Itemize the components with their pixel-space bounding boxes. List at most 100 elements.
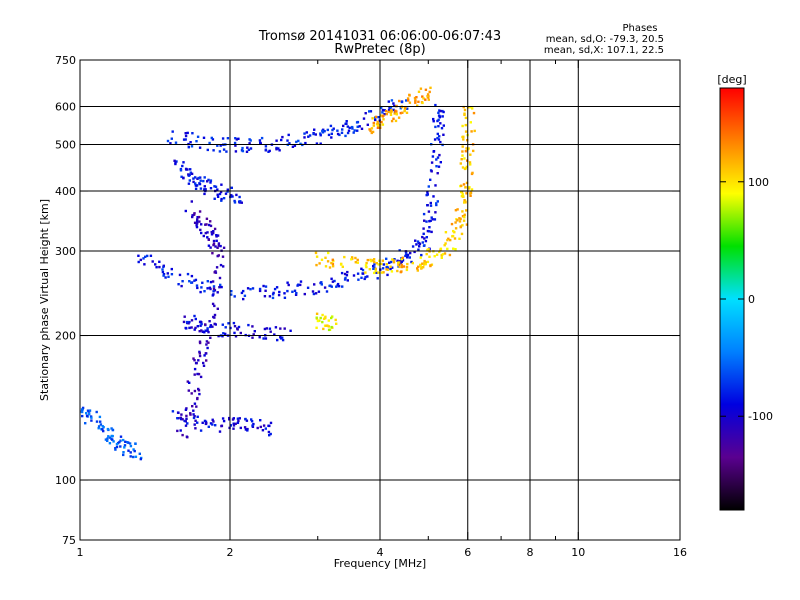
data-point — [333, 279, 336, 283]
data-point — [265, 327, 268, 330]
data-point — [232, 321, 236, 325]
data-point — [182, 138, 186, 141]
data-point — [434, 103, 437, 107]
data-point — [193, 389, 197, 393]
data-point — [419, 263, 422, 267]
data-point — [392, 259, 396, 262]
data-point — [262, 284, 265, 288]
data-point — [238, 195, 241, 199]
data-point — [386, 268, 390, 271]
data-point — [421, 101, 424, 105]
data-point — [392, 102, 395, 105]
data-point — [442, 124, 445, 127]
data-point — [234, 422, 237, 425]
data-point — [321, 313, 324, 317]
data-point — [182, 161, 185, 164]
data-point — [190, 145, 194, 148]
data-point — [370, 127, 374, 130]
data-point — [184, 132, 187, 135]
data-point — [460, 158, 463, 161]
data-point — [132, 448, 135, 451]
data-point — [392, 108, 395, 112]
data-point — [227, 322, 230, 325]
data-point — [362, 117, 366, 120]
data-point — [194, 427, 197, 430]
data-point — [95, 410, 98, 414]
y-axis-label: Stationary phase Virtual Height [km] — [38, 199, 51, 401]
data-point — [198, 354, 202, 358]
colorbar-ticks: -100 0 100 — [720, 176, 773, 423]
data-point — [469, 121, 472, 124]
data-point — [364, 271, 367, 274]
data-point — [194, 317, 197, 321]
data-point — [429, 264, 432, 268]
data-point — [239, 331, 242, 335]
data-point — [203, 176, 206, 179]
data-point — [325, 324, 328, 327]
data-point — [196, 216, 199, 219]
data-point — [422, 263, 426, 266]
data-point — [373, 260, 376, 264]
data-point — [142, 257, 145, 260]
data-point — [158, 265, 161, 269]
y-tick-label: 200 — [55, 330, 76, 343]
data-point — [194, 361, 198, 365]
data-point — [372, 124, 375, 127]
data-point — [464, 123, 467, 127]
data-point — [234, 150, 238, 153]
data-point — [414, 101, 417, 104]
data-point — [188, 326, 191, 330]
data-point — [336, 282, 340, 286]
data-point — [446, 247, 449, 251]
data-point — [218, 276, 222, 280]
data-point — [184, 424, 188, 427]
data-point — [469, 106, 472, 109]
data-point — [224, 332, 227, 336]
data-point — [180, 284, 183, 288]
data-point — [199, 375, 203, 379]
data-point — [324, 265, 328, 268]
data-point — [123, 444, 127, 447]
data-point — [251, 424, 254, 427]
data-point — [461, 135, 464, 139]
data-point — [194, 182, 197, 185]
data-point — [366, 275, 369, 278]
data-point — [176, 429, 179, 433]
data-point — [129, 451, 132, 454]
data-point — [237, 137, 240, 140]
data-point — [158, 260, 161, 263]
data-point — [438, 115, 442, 118]
data-point — [216, 144, 219, 147]
data-point — [370, 131, 373, 135]
data-point — [343, 255, 346, 259]
data-point — [139, 457, 142, 461]
data-point — [426, 260, 430, 264]
data-point — [208, 223, 211, 227]
data-point — [370, 259, 373, 263]
data-point — [132, 455, 135, 459]
data-point — [380, 120, 383, 124]
data-point — [414, 239, 417, 242]
data-point — [174, 162, 177, 166]
data-point — [234, 144, 237, 147]
data-point — [454, 248, 457, 251]
data-point — [213, 227, 217, 231]
data-point — [424, 262, 427, 266]
data-point — [354, 256, 357, 260]
data-point — [167, 275, 170, 278]
data-point — [423, 219, 426, 222]
data-point — [431, 155, 435, 158]
data-point — [395, 111, 398, 115]
data-point — [425, 193, 428, 197]
data-point — [275, 139, 278, 142]
data-point — [470, 130, 473, 133]
data-point — [209, 336, 212, 339]
data-point — [408, 256, 411, 259]
data-point — [377, 271, 380, 274]
data-point — [233, 325, 237, 328]
data-point — [200, 231, 203, 235]
data-point — [184, 408, 188, 411]
data-point — [404, 106, 407, 110]
data-point — [206, 329, 209, 332]
data-point — [179, 169, 183, 172]
